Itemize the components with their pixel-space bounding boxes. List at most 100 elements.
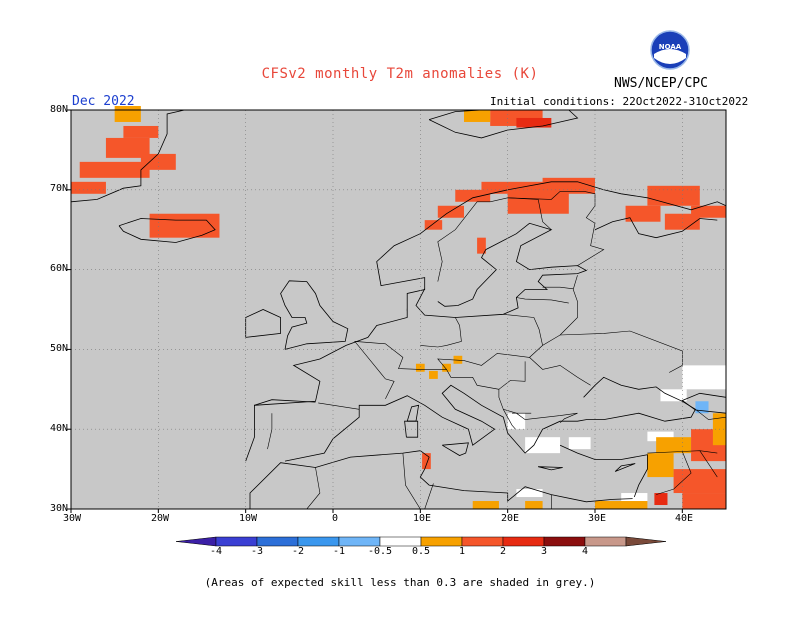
low-skill-free-cell	[568, 437, 591, 450]
lon-label: 30E	[587, 513, 607, 524]
colorbar-segment	[584, 536, 627, 547]
coastline	[245, 309, 281, 338]
anomaly-cell	[415, 363, 425, 372]
anomaly-cell	[682, 493, 726, 509]
colorbar-segment	[297, 536, 340, 547]
lat-label: 30N	[49, 503, 68, 514]
colorbar-segment	[502, 536, 545, 547]
coastline	[118, 218, 216, 243]
country-border	[498, 361, 526, 390]
colorbar-segment	[420, 536, 463, 547]
coastline	[441, 442, 469, 456]
coastline	[614, 463, 636, 472]
lon-label: 20W	[150, 513, 170, 524]
colorbar-label: 4	[581, 546, 589, 557]
colorbar-label: 1	[458, 546, 466, 557]
anomaly-cell	[525, 501, 543, 509]
colorbar-arrow-high	[625, 536, 667, 547]
country-border	[572, 275, 578, 290]
country-border	[695, 409, 727, 420]
country-border	[699, 450, 718, 478]
lat-label: 70N	[49, 183, 68, 194]
coastline	[404, 420, 419, 438]
low-skill-free-cell	[516, 489, 543, 498]
agency-label: NWS/NCEP/CPC	[614, 76, 708, 91]
lat-label: 50N	[49, 343, 68, 354]
country-border	[559, 412, 578, 424]
anomaly-cell	[691, 205, 726, 218]
anomaly-cell	[516, 117, 552, 128]
country-border	[446, 369, 578, 420]
colorbar-label: -4	[209, 546, 223, 557]
country-border	[559, 289, 578, 336]
colorbar-label: 2	[499, 546, 507, 557]
anomaly-cell	[664, 213, 700, 230]
anomaly-cell	[442, 363, 451, 372]
colorbar-arrow-low	[175, 536, 217, 547]
lon-label: 10W	[238, 513, 258, 524]
colorbar-label: -0.5	[367, 546, 393, 557]
colorbar-segment	[543, 536, 586, 547]
anomaly-cell	[673, 469, 726, 494]
country-border	[437, 191, 585, 282]
anomaly-cell	[472, 501, 499, 509]
map-background	[71, 110, 726, 509]
country-border	[647, 450, 718, 454]
colorbar-label: 3	[540, 546, 548, 557]
coastline	[681, 392, 727, 414]
coastline	[254, 399, 316, 406]
country-border	[354, 314, 543, 400]
country-border	[529, 357, 591, 386]
colorbar-segment	[379, 536, 422, 547]
anomaly-cell	[625, 205, 661, 222]
coastline	[594, 217, 718, 239]
country-border	[503, 409, 516, 430]
coastline	[70, 109, 185, 203]
lon-label: 30W	[62, 513, 82, 524]
lon-label: 20E	[500, 513, 520, 524]
colorbar-label: -1	[332, 546, 346, 557]
colorbar-label: -2	[291, 546, 305, 557]
colorbar-label: -3	[250, 546, 264, 557]
country-border	[516, 297, 569, 304]
map-title: CFSv2 monthly T2m anomalies (K)	[261, 66, 539, 82]
anomaly-cell	[140, 153, 176, 170]
anomaly-cell	[79, 161, 150, 178]
skill-footnote: (Areas of expected skill less than 0.3 a…	[204, 576, 596, 589]
low-skill-free-cell	[647, 431, 674, 442]
coastline	[415, 222, 588, 318]
anomaly-cell	[424, 220, 443, 230]
map-frame	[70, 109, 727, 510]
anomaly-cell	[429, 370, 438, 379]
anomaly-cell	[455, 189, 491, 202]
noaa-logo-text: NOAA	[659, 43, 682, 51]
anomaly-cell	[647, 453, 674, 478]
cold-anomaly-cell	[695, 401, 709, 414]
anomaly-cell	[595, 501, 648, 509]
country-border	[420, 317, 462, 348]
lon-label: 40E	[674, 513, 694, 524]
coastline	[428, 109, 579, 139]
anomaly-cell	[656, 437, 692, 454]
lat-label: 80N	[49, 104, 68, 115]
coastline	[559, 444, 648, 498]
anomaly-cell	[464, 110, 491, 122]
country-border	[542, 286, 574, 290]
noaa-logo: NOAA	[650, 30, 690, 70]
coastline	[280, 280, 349, 350]
anomaly-cell	[647, 185, 700, 206]
coastline	[284, 376, 696, 462]
anomaly-cell	[437, 205, 464, 218]
anomaly-cell	[422, 453, 431, 470]
country-border	[577, 191, 605, 266]
country-border	[318, 402, 360, 410]
low-skill-free-cell	[525, 437, 561, 454]
anomaly-cell	[507, 189, 569, 214]
country-border	[306, 467, 321, 510]
valid-month: Dec 2022	[72, 94, 135, 109]
country-border	[656, 451, 692, 495]
colorbar-segment	[338, 536, 381, 547]
lon-label: 10E	[412, 513, 432, 524]
